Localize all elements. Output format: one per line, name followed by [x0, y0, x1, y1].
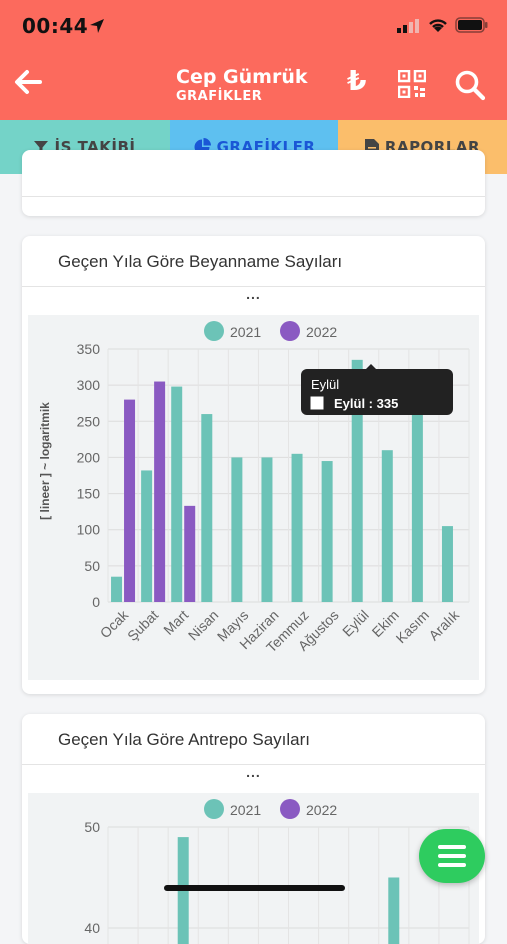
bar-2022-Ocak[interactable]	[124, 399, 136, 602]
location-arrow-icon	[90, 19, 104, 33]
hamburger-menu-icon	[438, 845, 466, 867]
card-divider	[22, 196, 485, 197]
y-tick-label: 0	[92, 594, 100, 610]
card-menu-button[interactable]: ...	[246, 764, 261, 780]
tooltip-title: Eylül	[311, 377, 339, 392]
legend-swatch-2022[interactable]	[280, 321, 300, 341]
legend-label-2021: 2021	[230, 324, 261, 340]
chart-area: 2021 2022 40 50	[28, 793, 479, 944]
chart-tooltip: Eylül Eylül : 335	[301, 364, 453, 415]
previous-chart-card	[22, 150, 485, 216]
x-tick-label: Nisan	[185, 607, 222, 644]
tooltip-value: Eylül : 335	[334, 396, 398, 411]
chart-area: 2021 2022 [ lineer ] ~ logaritmik 0 50 100…	[28, 315, 479, 680]
bar-2021-Kasım[interactable]	[411, 410, 423, 602]
y-tick-label: 150	[77, 486, 101, 502]
y-tick-label: 250	[77, 413, 101, 429]
home-indicator	[164, 885, 345, 891]
legend-label-2022: 2022	[306, 324, 337, 340]
cellular-signal-icon	[397, 19, 419, 33]
bar-2022-Şubat[interactable]	[154, 381, 166, 602]
currency-button[interactable]: ₺	[347, 64, 367, 97]
wifi-icon	[429, 19, 447, 32]
card-divider	[22, 286, 485, 287]
bar-2021-Ekim[interactable]	[381, 450, 393, 602]
tooltip-swatch	[310, 396, 324, 410]
search-icon[interactable]	[454, 69, 486, 101]
floating-menu-button[interactable]	[419, 829, 485, 883]
page-subtitle: GRAFİKLER	[176, 89, 263, 104]
legend-swatch-2021[interactable]	[204, 799, 224, 819]
legend-label-2021: 2021	[230, 802, 261, 818]
bar-2021-Temmuz[interactable]	[291, 453, 303, 602]
beyanname-bar-chart: 2021 2022 [ lineer ] ~ logaritmik 0 50 100…	[38, 321, 470, 656]
bar-2022-Mart[interactable]	[184, 505, 196, 602]
bar-2021-Aralık[interactable]	[441, 526, 453, 602]
bar-2021-Nisan[interactable]	[201, 414, 213, 602]
y-tick-label: 100	[77, 522, 101, 538]
filter-icon	[34, 141, 49, 153]
card-menu-button[interactable]: ...	[246, 286, 261, 302]
antrepo-bar-chart: 2021 2022 40 50	[84, 799, 470, 944]
legend-swatch-2022[interactable]	[280, 799, 300, 819]
bar-2021-Ekim[interactable]	[388, 877, 400, 944]
y-tick-label: 40	[84, 920, 100, 936]
bar-2021-Ocak[interactable]	[111, 576, 123, 602]
y-tick-label: 50	[84, 819, 100, 835]
card-divider	[22, 764, 485, 765]
legend-label-2022: 2022	[306, 802, 337, 818]
y-tick-label: 50	[84, 558, 100, 574]
x-tick-label: Eylül	[339, 607, 372, 640]
bar-2021-Mart[interactable]	[171, 386, 183, 602]
y-tick-label: 200	[77, 449, 101, 465]
bar-2021-Haziran[interactable]	[261, 457, 273, 602]
card-title: Geçen Yıla Göre Antrepo Sayıları	[58, 730, 310, 749]
status-time: 00:44	[22, 14, 89, 38]
back-arrow-icon[interactable]	[12, 66, 44, 98]
y-axis-label: [ lineer ] ~ logaritmik	[38, 402, 52, 520]
antrepo-chart-card: Geçen Yıla Göre Antrepo Sayıları ... 202…	[22, 714, 485, 944]
beyanname-chart-card: Geçen Yıla Göre Beyanname Sayıları ... 2…	[22, 236, 485, 694]
app-title: Cep Gümrük	[176, 66, 308, 88]
bar-2021-Eylül[interactable]	[351, 359, 363, 602]
legend-swatch-2021[interactable]	[204, 321, 224, 341]
x-tick-label: Kasım	[393, 607, 432, 646]
bar-2021-Şubat[interactable]	[141, 470, 153, 602]
bar-2021-Mayıs[interactable]	[231, 457, 243, 602]
y-tick-label: 350	[77, 341, 101, 357]
card-title: Geçen Yıla Göre Beyanname Sayıları	[58, 252, 343, 271]
x-tick-label: Aralık	[425, 606, 462, 643]
bar-2021-Ağustos[interactable]	[321, 461, 333, 602]
status-bar: 00:44	[0, 0, 507, 52]
battery-icon	[455, 17, 488, 33]
x-tick-label: Şubat	[124, 607, 161, 644]
y-tick-label: 300	[77, 377, 101, 393]
qr-code-icon[interactable]	[398, 70, 426, 98]
app-bar: Cep Gümrük GRAFİKLER ₺	[0, 52, 507, 120]
